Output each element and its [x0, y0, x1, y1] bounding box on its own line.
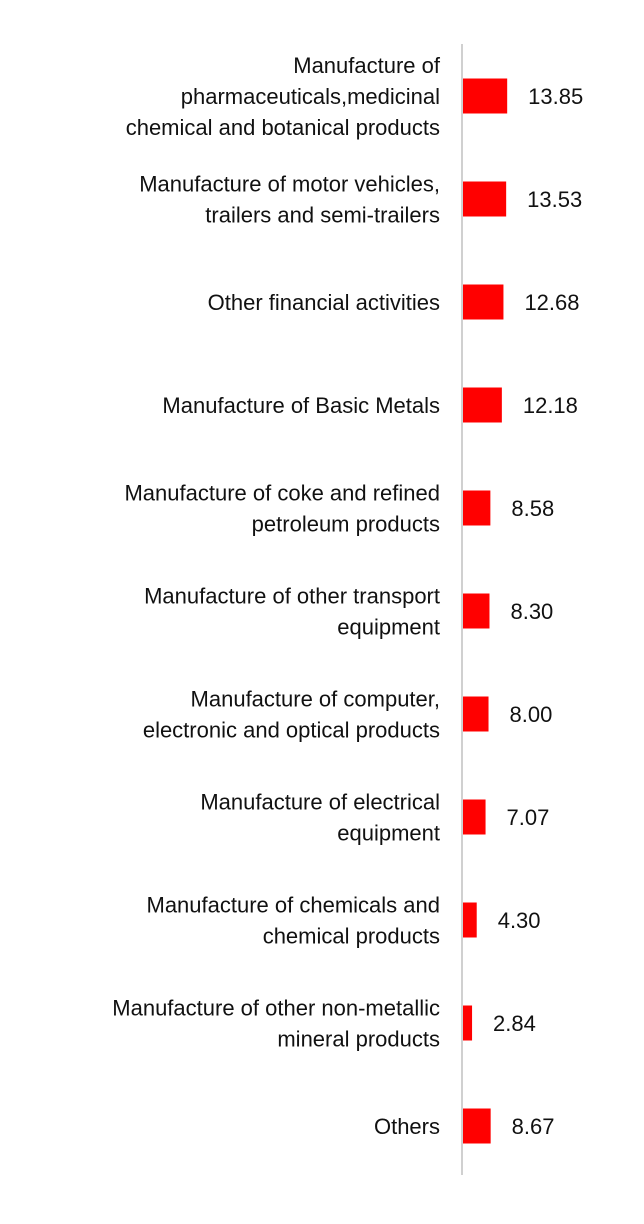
value-label-3: 12.18	[523, 393, 578, 418]
value-label-5: 8.30	[510, 599, 553, 624]
category-label-10: Others	[374, 1114, 440, 1139]
category-label-6: Manufacture of computer, electronic and o…	[143, 687, 440, 743]
category-label-8: Manufacture of chemicals and chemical pro…	[147, 893, 441, 949]
value-label-10: 8.67	[512, 1114, 555, 1139]
bar-0	[463, 78, 508, 114]
category-label-7: Manufacture of electrical equipment	[200, 790, 440, 846]
category-labels-layer: Manufacture of pharmaceuticals,medicinal c…	[112, 53, 441, 1139]
category-label-2-line-0: Other financial activities	[208, 290, 440, 315]
category-label-1-line-0: Manufacture of motor vehicles,	[139, 172, 440, 197]
category-label-10-line-0: Others	[374, 1114, 440, 1139]
category-label-9-line-0: Manufacture of other non-metallic	[112, 996, 440, 1021]
category-label-5-line-0: Manufacture of other transport	[144, 584, 440, 609]
bar-10	[463, 1108, 491, 1144]
category-label-8-line-1: chemical products	[263, 924, 440, 949]
bar-6	[463, 696, 489, 732]
bar-4	[463, 490, 491, 526]
category-label-0-line-1: pharmaceuticals,medicinal	[181, 84, 440, 109]
category-label-9: Manufacture of other non-metallic mineral…	[112, 996, 440, 1052]
bars-layer	[463, 78, 508, 1144]
category-label-7-line-0: Manufacture of electrical	[200, 790, 440, 815]
bar-8	[463, 902, 477, 938]
category-label-3: Manufacture of Basic Metals	[162, 393, 440, 418]
category-label-9-line-1: mineral products	[277, 1027, 440, 1052]
value-labels-layer: 13.85 13.53 12.68 12.18 8.58 8.30 8.00 7.07 4.30…	[493, 84, 583, 1139]
bar-2	[463, 284, 504, 320]
category-label-3-line-0: Manufacture of Basic Metals	[162, 393, 440, 418]
value-label-7: 7.07	[507, 805, 550, 830]
category-label-6-line-1: electronic and optical products	[143, 718, 440, 743]
category-label-5-line-1: equipment	[337, 615, 440, 640]
category-label-7-line-1: equipment	[337, 821, 440, 846]
category-label-4: Manufacture of coke and refined petroleum…	[124, 481, 440, 537]
category-label-2: Other financial activities	[208, 290, 440, 315]
value-label-0: 13.85	[528, 84, 583, 109]
category-label-5: Manufacture of other transport equipment	[144, 584, 440, 640]
bar-5	[463, 593, 490, 629]
value-label-1: 13.53	[527, 187, 582, 212]
bar-9	[463, 1005, 473, 1041]
category-label-0: Manufacture of pharmaceuticals,medicinal c…	[126, 53, 441, 140]
category-label-8-line-0: Manufacture of chemicals and	[147, 893, 441, 918]
value-label-9: 2.84	[493, 1011, 536, 1036]
bar-7	[463, 799, 486, 835]
category-label-4-line-0: Manufacture of coke and refined	[124, 481, 440, 506]
value-label-6: 8.00	[510, 702, 553, 727]
category-label-6-line-0: Manufacture of computer,	[191, 687, 440, 712]
category-label-4-line-1: petroleum products	[252, 512, 440, 537]
category-label-1-line-1: trailers and semi-trailers	[205, 203, 440, 228]
category-label-0-line-2: chemical and botanical products	[126, 115, 440, 140]
value-label-4: 8.58	[511, 496, 554, 521]
value-label-8: 4.30	[498, 908, 541, 933]
value-label-2: 12.68	[524, 290, 579, 315]
bar-3	[463, 387, 502, 423]
category-label-0-line-0: Manufacture of	[293, 53, 441, 78]
category-label-1: Manufacture of motor vehicles, trailers a…	[139, 172, 440, 228]
bar-1	[463, 181, 507, 217]
